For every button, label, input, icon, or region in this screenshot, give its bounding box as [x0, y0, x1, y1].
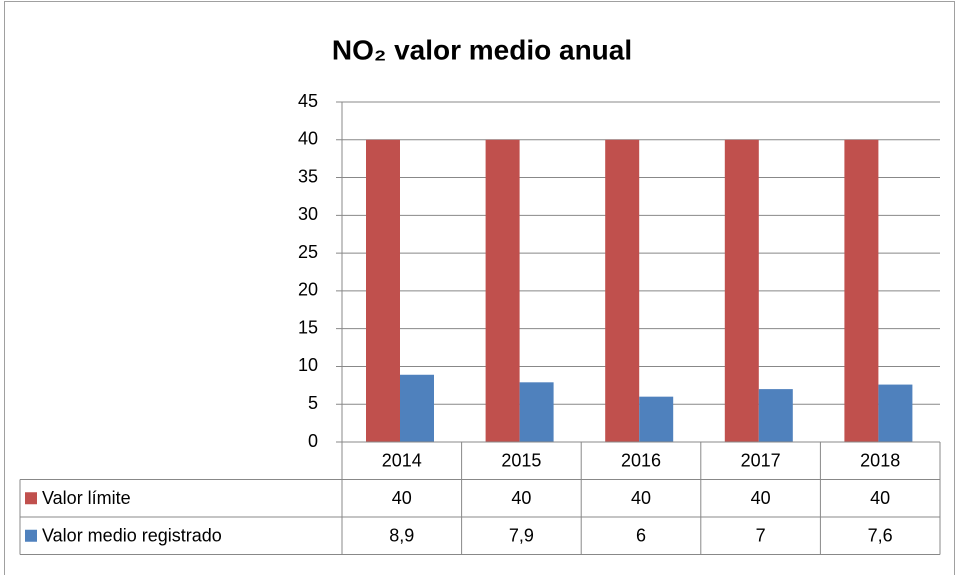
y-tick-label: 30	[298, 204, 318, 224]
y-tick-label: 15	[298, 317, 318, 337]
chart-title: NO₂ valor medio anual	[332, 34, 632, 65]
x-tick-label: 2018	[860, 451, 900, 471]
legend-label: Valor medio registrado	[42, 526, 222, 546]
y-tick-label: 40	[298, 129, 318, 149]
y-tick-label: 25	[298, 242, 318, 262]
bar	[519, 382, 554, 442]
y-tick-label: 20	[298, 280, 318, 300]
y-tick-label: 5	[308, 393, 318, 413]
table-cell: 7	[756, 526, 766, 546]
y-tick-label: 0	[308, 431, 318, 451]
y-tick-label: 45	[298, 91, 318, 111]
chart-frame	[4, 1, 955, 575]
legend-swatch	[25, 529, 37, 542]
bar	[724, 139, 759, 442]
bar	[485, 139, 520, 442]
x-tick-label: 2017	[741, 451, 781, 471]
table-cell: 8,9	[389, 526, 414, 546]
bar	[844, 139, 879, 442]
x-tick-label: 2015	[501, 451, 541, 471]
table-cell: 40	[631, 488, 651, 508]
bar	[758, 389, 793, 442]
x-tick-label: 2016	[621, 451, 661, 471]
table-cell: 40	[870, 488, 890, 508]
table-cell: 40	[511, 488, 531, 508]
y-tick-label: 10	[298, 355, 318, 375]
x-tick-label: 2014	[382, 451, 422, 471]
bar	[605, 139, 640, 442]
bar	[878, 384, 913, 442]
bar	[639, 396, 674, 442]
table-cell: 6	[636, 526, 646, 546]
legend-swatch	[25, 492, 37, 505]
table-cell: 40	[392, 488, 412, 508]
bar	[366, 139, 400, 442]
y-tick-label: 35	[298, 166, 318, 186]
table-cell: 7,6	[868, 526, 893, 546]
table-cell: 7,9	[509, 526, 534, 546]
bar	[400, 374, 434, 442]
table-cell: 40	[751, 488, 771, 508]
legend-label: Valor límite	[42, 488, 131, 508]
